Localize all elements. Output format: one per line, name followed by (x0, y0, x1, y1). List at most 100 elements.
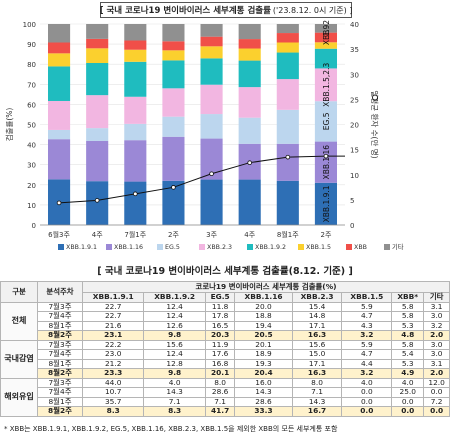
y-axis-label: 검출률(%) (4, 108, 14, 142)
value-cell: 8.3 (81, 406, 145, 417)
bar-segment (238, 117, 261, 144)
bar-segment (238, 179, 261, 225)
legend-swatch (199, 244, 205, 250)
bar-segment (314, 101, 337, 142)
bar-label: XBB.1.16 (322, 145, 331, 180)
legend-label: XBB.1.16 (114, 244, 143, 251)
col-header-variant: XBB.2.3 (291, 292, 343, 303)
table-row: 8월2주 8.3 8.3 41.7 33.3 16.7 0.0 0.0 0.0 (1, 406, 450, 417)
period-cell: 7월4주 (37, 387, 83, 398)
col-header-variant: XBB.1.5 (341, 292, 393, 303)
bar-segment (200, 179, 223, 225)
value-cell: 22.7 (81, 311, 145, 322)
bar-label: XBB.1.9.1 (322, 185, 331, 222)
value-cell: 4.7 (341, 311, 393, 322)
bar-segment (124, 61, 147, 97)
y-tick-label: 10 (27, 202, 36, 210)
value-cell: 23.3 (81, 368, 145, 379)
bar-segment (124, 123, 147, 141)
bar-segment (48, 24, 71, 43)
bar-segment (86, 48, 109, 63)
bar-segment (314, 24, 337, 33)
value-cell: 2.0 (423, 330, 450, 341)
bar-segment (200, 24, 223, 37)
legend-label: XBB.1.9.2 (255, 244, 286, 251)
bar-segment (124, 24, 147, 41)
value-cell: 33.3 (234, 406, 293, 417)
x-tick-label: 8월1주 (277, 230, 299, 239)
legend-swatch (58, 244, 64, 250)
value-cell: 7.1 (291, 387, 343, 398)
value-cell: 18.8 (234, 311, 293, 322)
y-tick-label: 0 (32, 222, 36, 230)
bar-segment (276, 24, 299, 34)
bar-segment (276, 79, 299, 110)
table-footnote: * XBB는 XBB.1.9.1, XBB.1.9.2, EG.5, XBB.1… (4, 425, 338, 433)
x-tick-label: 4주 (92, 231, 103, 239)
line-point (133, 191, 138, 197)
col-header-variant: XBB.1.9.1 (81, 292, 145, 303)
value-cell: 3.0 (423, 311, 450, 322)
y-tick-label: 100 (23, 21, 36, 29)
bar-label: XBB (322, 30, 331, 45)
table-row: 국내감염 7월3주 22.2 15.6 11.9 20.1 15.6 5.9 5.8 3.0 (0, 339, 450, 379)
value-cell: 20.3 (204, 330, 236, 341)
bar-segment (48, 53, 71, 67)
value-cell: 0.0 (341, 387, 393, 398)
col-header-variant: 기타 (423, 292, 450, 303)
y-tick-label: 40 (27, 142, 36, 150)
x-tick-label: 2주 (320, 231, 331, 239)
value-cell: 25.0 (391, 387, 425, 398)
value-cell: 41.7 (204, 406, 236, 417)
legend-swatch (247, 244, 253, 250)
period-cell: 8월2주 (37, 330, 83, 341)
value-cell: 0.0 (423, 387, 450, 398)
y-tick-label: 60 (27, 101, 36, 109)
period-cell: 7월4주 (37, 311, 83, 322)
y2-marker-legend (372, 94, 378, 101)
variant-detection-chart: 0 10 20 30 40 50 60 70 80 90 100 0 5 10 15 20 25 30 35 40 검출… (4, 20, 404, 251)
bar-segment (238, 87, 261, 118)
table-row: 전체 7월3주 22.7 12.4 11.8 20.0 15.4 5.9 5.8 3.1 (0, 301, 450, 341)
bar-segment (48, 66, 71, 101)
bar-segment (162, 136, 185, 181)
x-tick-label: 6월3주 (48, 230, 70, 239)
y2-tick-label: 5 (350, 197, 354, 205)
value-cell: 3.2 (341, 368, 393, 379)
y2-axis-label: 일평균 환자 수(만 명) (370, 90, 380, 158)
x-tick-label: 2주 (168, 231, 179, 239)
bar-segment (162, 60, 185, 89)
bar-segment (314, 182, 337, 225)
y-tick-label: 20 (27, 182, 36, 190)
value-cell: 12.4 (143, 349, 206, 360)
chart-title: [ 국내 코로나19 변이바이러스 세부계통 검출률 ('23.8.12. 0시… (100, 2, 352, 18)
value-cell: 4.9 (391, 368, 425, 379)
legend-swatch (384, 244, 390, 250)
bar-label: XBB.1.5,2.3 (322, 63, 331, 107)
value-cell: 5.8 (391, 311, 425, 322)
bar-segment (238, 60, 261, 88)
bar-segment (124, 96, 147, 124)
value-cell: 3.0 (423, 349, 450, 360)
bar-segment (200, 46, 223, 59)
legend-label: XBB.2.3 (207, 244, 232, 251)
bar-segment (238, 39, 261, 49)
row-group-label: 해외유입 (0, 377, 38, 417)
value-cell: 4.8 (391, 330, 425, 341)
bar-segment (314, 48, 337, 69)
col-header-period: 분석주차 (37, 281, 83, 303)
value-cell: 9.8 (143, 368, 206, 379)
bar-segment (276, 33, 299, 43)
bar-segment (314, 32, 337, 43)
bar-segment (86, 140, 109, 182)
bar-segment (86, 95, 109, 129)
legend-swatch (346, 244, 352, 250)
bar-segment (276, 42, 299, 53)
y2-tick-label: 0 (350, 222, 354, 230)
y-tick-label: 80 (27, 61, 36, 69)
legend-label: XBB.1.9.1 (66, 244, 97, 251)
value-cell: 16.3 (291, 368, 343, 379)
y2-tick-label: 20 (350, 122, 359, 130)
bar-segment (86, 128, 109, 141)
value-cell: 12.4 (143, 311, 206, 322)
